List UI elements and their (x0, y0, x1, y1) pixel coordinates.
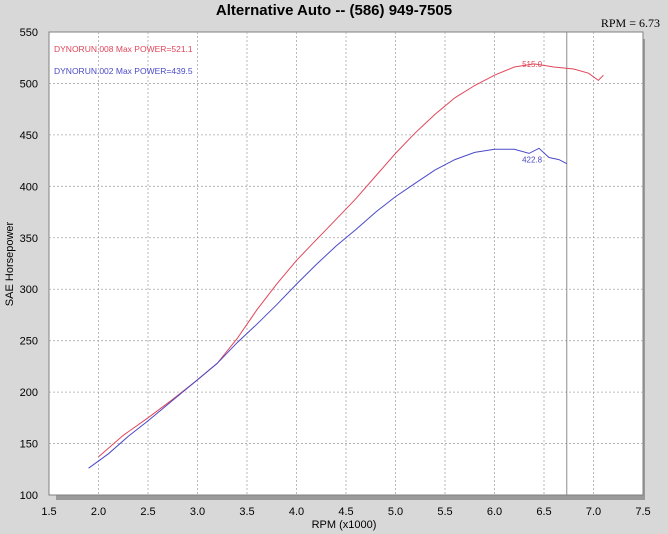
chart-title: Alternative Auto -- (586) 949-7505 (216, 2, 452, 19)
x-tick-label: 3.5 (239, 506, 254, 518)
x-tick-label: 4.5 (338, 506, 353, 518)
rpm-cursor-readout: RPM = 6.73 (601, 16, 660, 30)
y-tick-label: 250 (20, 336, 38, 348)
x-tick-label: 2.5 (140, 506, 155, 518)
x-tick-label: 7.5 (635, 506, 650, 518)
x-tick-label: 6.0 (487, 506, 502, 518)
tick-labels: 1.5 2.0 2.5 3.0 3.5 4.0 4.5 5.0 5.5 6.0 6.5 7.0 7.5 1… (20, 27, 651, 518)
x-tick-label: 2.0 (91, 506, 106, 518)
series-lines: 515.0 422.8 (88, 60, 604, 469)
legend: DYNORUN.008 Max POWER=521.1 DYNORUN.002 M… (54, 44, 193, 76)
y-tick-label: 150 (20, 439, 38, 451)
x-axis-label: RPM (x1000) (312, 519, 377, 531)
x-tick-label: 5.5 (437, 506, 452, 518)
series-annotation-1: 515.0 (522, 60, 543, 69)
x-tick-label: 7.0 (586, 506, 601, 518)
x-tick-label: 1.5 (41, 506, 56, 518)
y-tick-label: 550 (20, 27, 38, 39)
series-line-2 (88, 147, 568, 469)
y-tick-label: 200 (20, 387, 38, 399)
legend-entry-2: DYNORUN.002 Max POWER=439.5 (54, 66, 193, 76)
x-tick-label: 6.5 (536, 506, 551, 518)
x-tick-label: 3.0 (190, 506, 205, 518)
legend-entry-1: DYNORUN.008 Max POWER=521.1 (54, 44, 193, 54)
grid-lines (49, 32, 643, 495)
series-annotation-2: 422.8 (522, 156, 543, 165)
y-tick-label: 450 (20, 130, 38, 142)
y-tick-label: 400 (20, 181, 38, 193)
y-tick-label: 500 (20, 78, 38, 90)
x-tick-label: 5.0 (388, 506, 403, 518)
y-axis-label: SAE Horsepower (4, 221, 16, 306)
y-tick-label: 350 (20, 233, 38, 245)
y-tick-label: 300 (20, 284, 38, 296)
x-tick-label: 4.0 (289, 506, 304, 518)
y-tick-label: 100 (20, 490, 38, 502)
